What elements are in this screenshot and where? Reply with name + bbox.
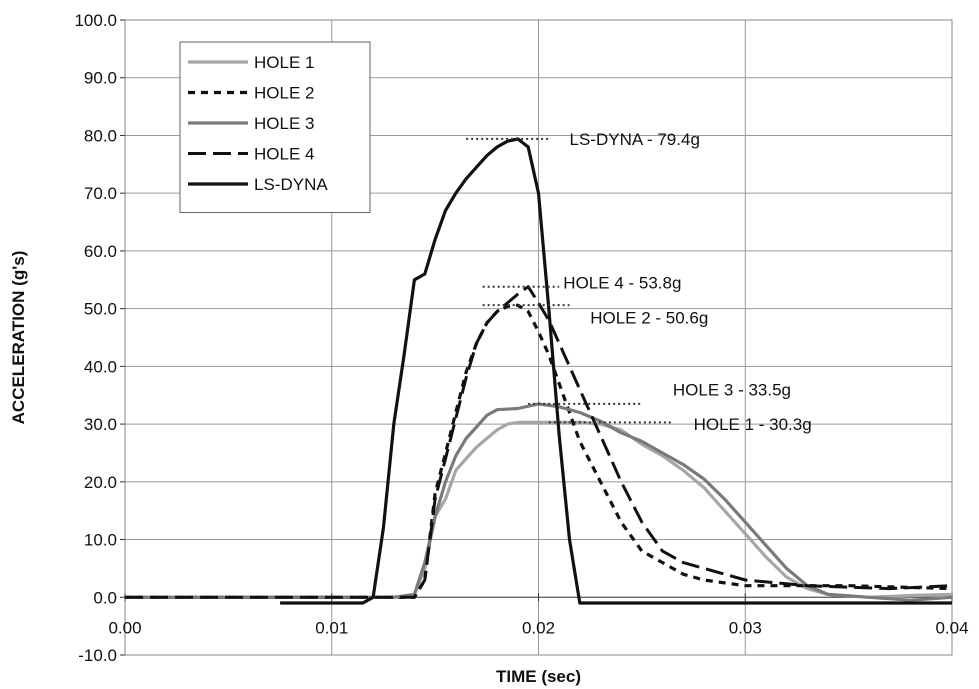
y-tick-label: 10.0: [84, 531, 117, 550]
legend-label: LS-DYNA: [254, 175, 328, 194]
series-line-hole-3: [125, 402, 953, 602]
axis-ticks: -10.00.010.020.030.040.050.060.070.080.0…: [74, 11, 968, 665]
legend-label: HOLE 1: [254, 53, 314, 72]
annotation-label: HOLE 4 - 53.8g: [563, 274, 681, 293]
series-line-hole-4: [125, 285, 953, 599]
y-tick-label: -10.0: [78, 646, 117, 665]
annotation-label: HOLE 1 - 30.3g: [694, 415, 812, 434]
x-tick-label: 0.04: [935, 618, 968, 637]
y-tick-label: 60.0: [84, 242, 117, 261]
legend-label: HOLE 2: [254, 84, 314, 103]
y-tick-label: 30.0: [84, 415, 117, 434]
y-tick-label: 80.0: [84, 126, 117, 145]
x-tick-label: 0.02: [522, 618, 555, 637]
series-line-ls-dyna: [280, 137, 952, 605]
y-axis-title: ACCELERATION (g's): [9, 251, 28, 425]
y-tick-label: 50.0: [84, 300, 117, 319]
annotation-label: LS-DYNA - 79.4g: [570, 130, 700, 149]
y-tick-label: 40.0: [84, 357, 117, 376]
y-tick-label: 90.0: [84, 69, 117, 88]
y-tick-label: 100.0: [74, 11, 117, 30]
legend-label: HOLE 3: [254, 114, 314, 133]
y-tick-label: 20.0: [84, 473, 117, 492]
y-tick-label: 70.0: [84, 184, 117, 203]
x-tick-label: 0.03: [729, 618, 762, 637]
plot-area-border: [124, 19, 953, 656]
x-tick-label: 0.00: [108, 618, 141, 637]
x-tick-label: 0.01: [315, 618, 348, 637]
annotation-label: HOLE 2 - 50.6g: [590, 308, 708, 327]
x-axis-title: TIME (sec): [496, 667, 581, 686]
legend-label: HOLE 4: [254, 145, 314, 164]
y-tick-label: 0.0: [93, 588, 117, 607]
annotation-label: HOLE 3 - 33.5g: [673, 380, 791, 399]
peak-annotations: LS-DYNA - 79.4g HOLE 4 - 53.8g HOLE 2 - 50…: [466, 130, 812, 434]
legend: HOLE 1 HOLE 2 HOLE 3 HOLE 4 LS-DYNA: [179, 41, 371, 213]
